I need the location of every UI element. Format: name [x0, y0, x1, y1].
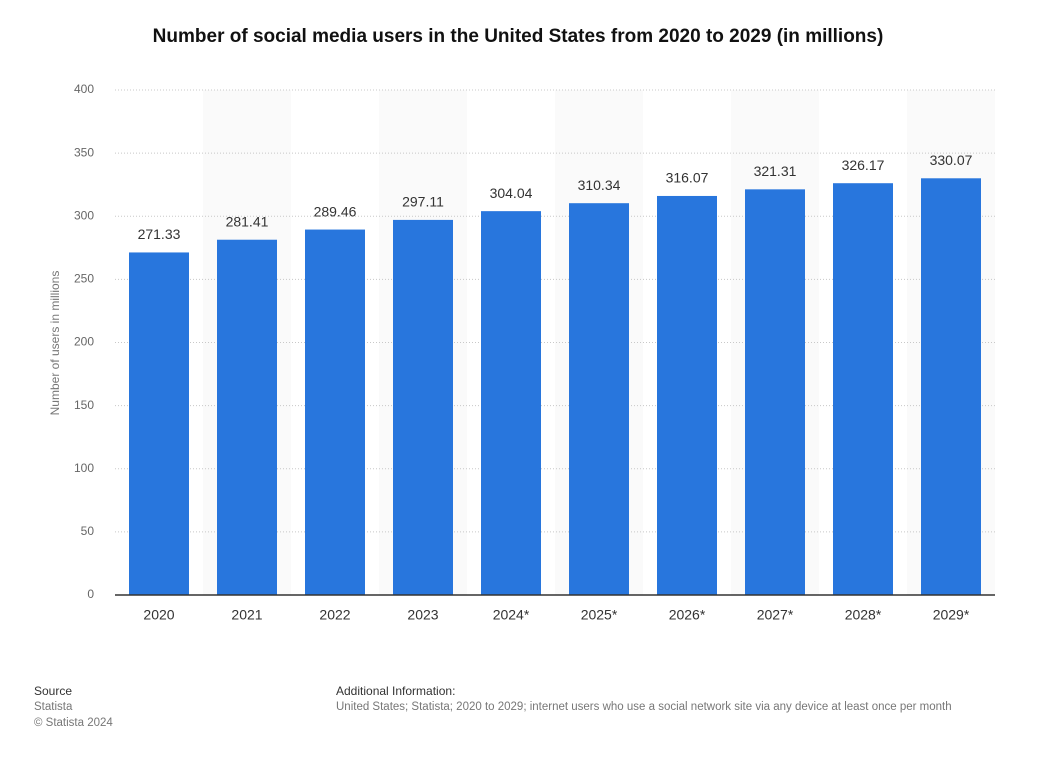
value-label: 271.33	[138, 226, 181, 242]
bar	[393, 219, 453, 595]
value-label: 321.31	[754, 163, 797, 179]
info: United States; Statista; 2020 to 2029; i…	[336, 701, 952, 713]
y-tick-label: 0	[87, 587, 94, 601]
x-tick-label: 2020	[143, 607, 174, 623]
chart-title: Number of social media users in the Unit…	[153, 26, 884, 47]
bar	[921, 178, 981, 595]
copyright: © Statista 2024	[34, 717, 113, 729]
bar	[217, 239, 277, 595]
bar	[745, 189, 805, 595]
x-tick-label: 2021	[231, 607, 262, 623]
value-label: 330.07	[930, 152, 973, 168]
bar	[569, 203, 629, 596]
y-tick-label: 250	[74, 272, 94, 286]
value-label: 297.11	[402, 194, 444, 210]
x-tick-label: 2025*	[581, 607, 618, 623]
chart: Number of social media users in the Unit…	[48, 26, 995, 623]
x-tick-label: 2022	[319, 607, 350, 623]
y-tick-label: 200	[74, 335, 94, 349]
x-tick-label: 2026*	[669, 607, 706, 623]
bar	[833, 183, 893, 595]
bar	[305, 229, 365, 595]
bar	[657, 195, 717, 596]
x-tick-label: 2028*	[845, 607, 882, 623]
value-label: 304.04	[490, 185, 533, 201]
value-label: 326.17	[842, 157, 885, 173]
x-tick-label: 2024*	[493, 607, 530, 623]
y-axis-label: Number of users in millions	[48, 271, 62, 416]
bar	[129, 252, 189, 596]
value-label: 281.41	[226, 213, 269, 229]
y-tick-label: 350	[74, 145, 94, 159]
source: Statista	[34, 701, 73, 713]
y-tick-label: 100	[74, 461, 94, 475]
x-tick-label: 2023	[407, 607, 438, 623]
y-tick-label: 150	[74, 398, 94, 412]
y-tick-label: 300	[74, 208, 94, 222]
info-heading: Additional Information:	[336, 684, 456, 698]
source-block: Source Statista © Statista 2024	[34, 683, 113, 731]
bar	[481, 211, 541, 595]
value-label: 289.46	[314, 203, 357, 219]
value-label: 316.07	[666, 170, 709, 186]
source-heading: Source	[34, 684, 73, 698]
info-block: Additional Information: United States; S…	[336, 683, 952, 715]
x-tick-label: 2027*	[757, 607, 794, 623]
x-tick-label: 2029*	[933, 607, 970, 623]
y-tick-label: 400	[74, 82, 94, 96]
value-label: 310.34	[578, 177, 621, 193]
y-tick-label: 50	[81, 524, 95, 538]
